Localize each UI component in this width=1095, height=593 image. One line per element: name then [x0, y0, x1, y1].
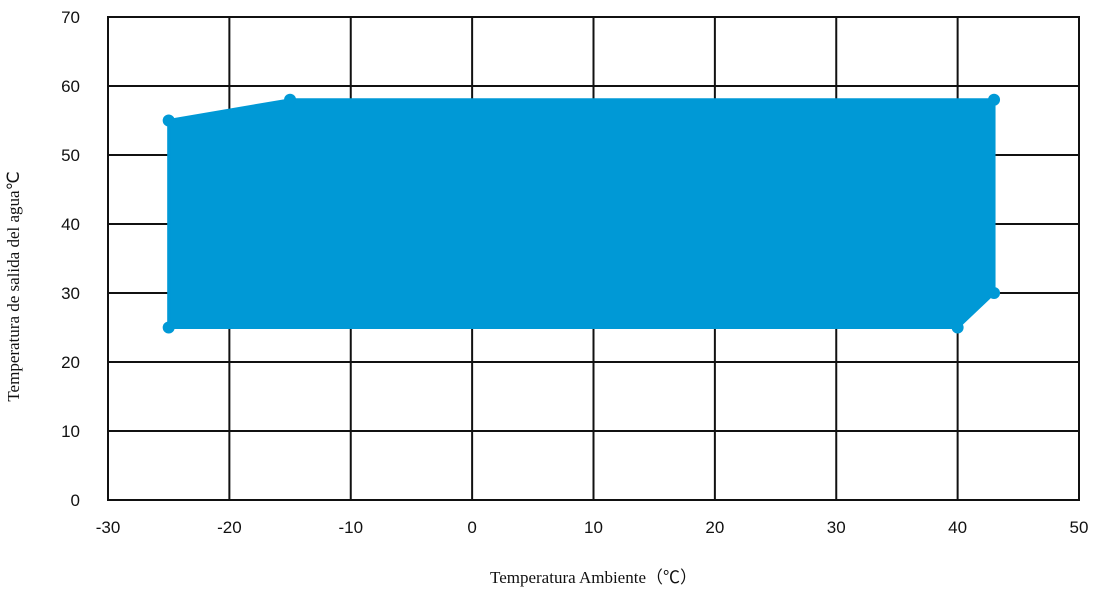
x-tick-label: 10 [584, 518, 603, 537]
operating-area [169, 100, 994, 328]
boundary-point [163, 322, 175, 334]
boundary-point [163, 115, 175, 127]
y-tick-label: 10 [61, 422, 80, 441]
x-tick-label: -30 [96, 518, 121, 537]
boundary-point [952, 322, 964, 334]
y-tick-label: 20 [61, 353, 80, 372]
x-axis-title: Temperatura Ambiente（℃） [490, 568, 697, 587]
operating-region [169, 100, 994, 328]
x-tick-label: -20 [217, 518, 242, 537]
boundary-point [988, 287, 1000, 299]
x-tick-label: 30 [827, 518, 846, 537]
y-tick-label: 60 [61, 77, 80, 96]
y-axis-title: Temperatura de salida del agua℃ [4, 171, 23, 401]
boundary-point [284, 94, 296, 106]
y-tick-label: 30 [61, 284, 80, 303]
y-tick-label: 40 [61, 215, 80, 234]
y-tick-label: 50 [61, 146, 80, 165]
x-tick-label: 40 [948, 518, 967, 537]
x-axis-ticks: -30 -20 -10 0 10 20 30 40 50 [96, 518, 1089, 537]
y-tick-label: 70 [61, 8, 80, 27]
y-tick-label: 0 [71, 491, 80, 510]
x-tick-label: -10 [338, 518, 363, 537]
x-tick-label: 0 [467, 518, 476, 537]
x-tick-label: 50 [1070, 518, 1089, 537]
boundary-point [988, 94, 1000, 106]
y-axis-ticks: 0 10 20 30 40 50 60 70 [61, 8, 80, 510]
x-tick-label: 20 [705, 518, 724, 537]
